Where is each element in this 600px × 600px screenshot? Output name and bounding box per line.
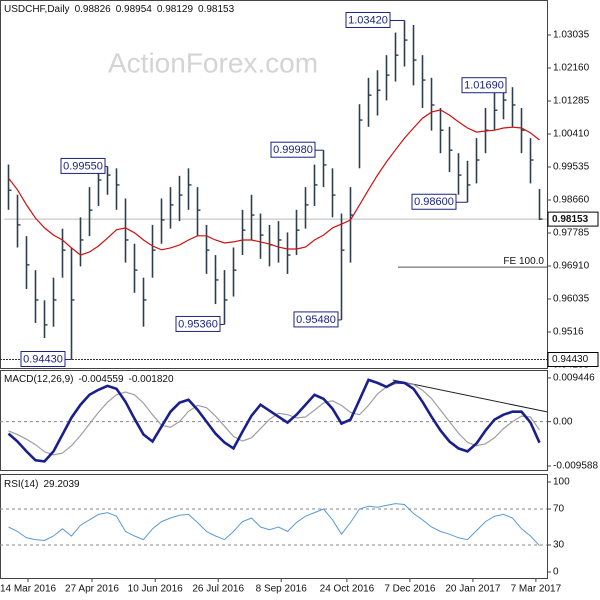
support-label: 0.94430 — [552, 354, 589, 365]
header-item: 0.98954 — [116, 4, 153, 15]
annotation-box — [345, 11, 391, 28]
x-tick-label: 20 Jan 2017 — [445, 584, 500, 595]
macd-header: MACD(12,26,9) -0.004559 -0.001820 — [4, 374, 174, 385]
y-tick-label: 0 — [553, 567, 559, 578]
x-tick-label: 8 Sep 2016 — [256, 584, 308, 595]
annotation-box — [20, 351, 66, 368]
header-item: 29.2039 — [43, 479, 80, 490]
annotation-label: 0.95480 — [296, 314, 336, 326]
annotation-label: 1.01690 — [464, 80, 504, 92]
y-tick-label: 0.98660 — [553, 195, 590, 206]
rsi-line — [8, 503, 540, 547]
x-tick-label: 24 Oct 2016 — [320, 584, 375, 595]
y-tick-label: 1.00410 — [553, 129, 590, 140]
header-item: RSI(14) — [4, 479, 38, 490]
x-tick-label: 7 Dec 2016 — [384, 584, 436, 595]
y-tick-label: 0.99535 — [553, 162, 590, 173]
annotation-label: 1.03420 — [348, 14, 388, 26]
x-tick-label: 7 Mar 2017 — [511, 584, 562, 595]
y-tick-label: -0.009588 — [553, 461, 598, 472]
x-tick-label: 27 Apr 2016 — [65, 584, 119, 595]
y-tick-label: 0.96035 — [553, 294, 590, 305]
header-item: -0.001820 — [129, 374, 174, 385]
annotation-label: 0.94430 — [23, 353, 63, 365]
x-tick-label: 14 Mar 2016 — [0, 584, 57, 595]
y-tick-label: 0.9516 — [553, 327, 584, 338]
moving-average — [8, 109, 540, 256]
annotation-box — [293, 311, 339, 328]
watermark: ActionForex.com — [108, 47, 318, 78]
last-price-box — [547, 211, 599, 227]
rsi-header: RSI(14) 29.2039 — [4, 479, 80, 490]
macd-line — [7, 378, 541, 463]
annotation-label: 0.95360 — [178, 318, 218, 330]
annotation-box — [270, 141, 316, 158]
y-tick-label: 30 — [553, 540, 565, 551]
annotation-box — [411, 193, 457, 210]
support-box — [547, 352, 599, 368]
annotation-box — [175, 315, 221, 332]
annotation-label: 0.99980 — [273, 144, 313, 156]
y-tick-label: 1.03035 — [553, 30, 590, 41]
fe-label: FE 100.0 — [503, 256, 544, 267]
y-tick-label: 0.00 — [553, 416, 573, 427]
trendline — [392, 379, 548, 413]
rsi-panel — [0, 474, 548, 579]
y-tick-label: 1.01285 — [553, 96, 590, 107]
y-tick-label: 0.009446 — [553, 373, 595, 384]
y-tick-label: 1.02160 — [553, 63, 590, 74]
y-tick-label: 0.97785 — [553, 228, 590, 239]
last-price-label: 0.98153 — [552, 214, 589, 225]
header-item: -0.004559 — [78, 374, 123, 385]
x-tick-label: 10 Jun 2016 — [128, 584, 183, 595]
signal-line — [8, 382, 540, 456]
annotation-label: 0.98600 — [414, 196, 454, 208]
annotation-label: 0.99550 — [63, 160, 103, 172]
macd-panel — [0, 370, 548, 471]
annotation-box — [461, 77, 507, 94]
header-item: 0.98153 — [198, 4, 235, 15]
annotation-box — [60, 157, 106, 174]
header-item: 0.98129 — [157, 4, 194, 15]
y-tick-label: 100 — [553, 477, 570, 488]
header-item: 0.98826 — [75, 4, 112, 15]
header: USDCHF,Daily 0.98826 0.98954 0.98129 0.98153 — [4, 4, 235, 15]
price-panel — [0, 0, 548, 369]
header-item: USDCHF,Daily — [4, 4, 70, 15]
x-tick-label: 26 Jul 2016 — [192, 584, 244, 595]
header-item: MACD(12,26,9) — [4, 374, 73, 385]
y-tick-label: 0.96910 — [553, 261, 590, 272]
y-tick-label: 70 — [553, 504, 565, 515]
